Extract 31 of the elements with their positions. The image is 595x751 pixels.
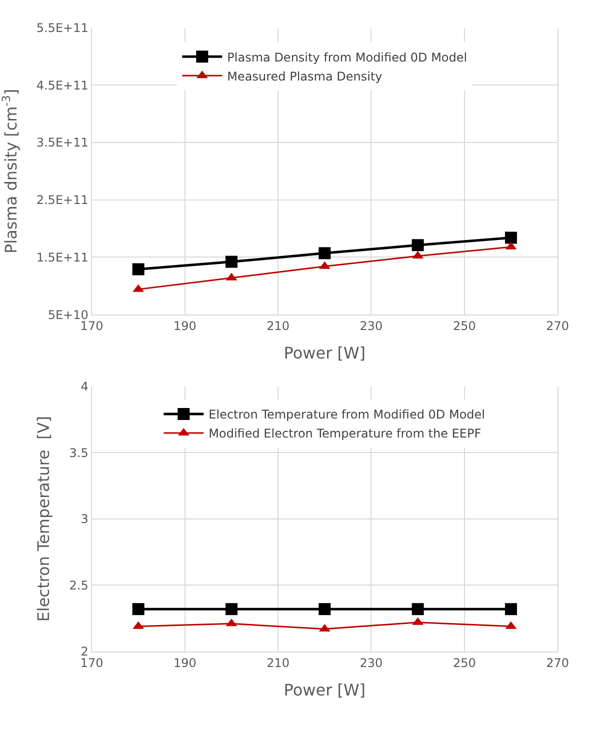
x-axis-title: Power [W] xyxy=(284,344,366,363)
point xyxy=(132,263,144,276)
x-tick-label: 270 xyxy=(546,656,570,670)
y-tick-label: 3.5 xyxy=(69,446,88,460)
x-tick-label: 210 xyxy=(266,318,290,333)
x-tick-label: 190 xyxy=(173,656,196,670)
x-axis-title: Power [W] xyxy=(284,680,366,700)
legend-label: Measured Plasma Density xyxy=(227,69,382,84)
y-tick-label: 2.5 xyxy=(69,578,88,592)
y-axis-title: Electron Temperature [V] xyxy=(34,416,54,622)
legend-label: Electron Temperature from Modified 0D Model xyxy=(208,408,486,422)
y-tick-label: 2.5E+11 xyxy=(36,193,88,208)
x-tick-label: 190 xyxy=(173,318,196,333)
y-tick-label: 5.5E+11 xyxy=(36,20,88,35)
legend-label: Plasma Density from Modified 0D Model xyxy=(227,50,468,64)
x-tick-label: 270 xyxy=(546,318,570,333)
point xyxy=(318,247,331,260)
y-tick-label: 1.5E+11 xyxy=(36,250,88,264)
point xyxy=(504,232,517,244)
y-tick-label: 3.5E+11 xyxy=(36,136,88,150)
y-tick-label: 4 xyxy=(80,379,88,394)
x-tick-label: 250 xyxy=(452,318,476,333)
point xyxy=(412,239,424,252)
x-tick-label: 230 xyxy=(360,656,383,670)
point xyxy=(226,256,238,268)
y-tick-label: 3 xyxy=(80,512,88,526)
y-tick-label: 4.5E+11 xyxy=(36,78,88,92)
x-tick-label: 210 xyxy=(266,656,290,670)
legend-label: Modified Electron Temperature from the EEPF xyxy=(208,426,482,441)
x-tick-label: 230 xyxy=(360,318,383,333)
x-tick-label: 250 xyxy=(452,656,476,670)
